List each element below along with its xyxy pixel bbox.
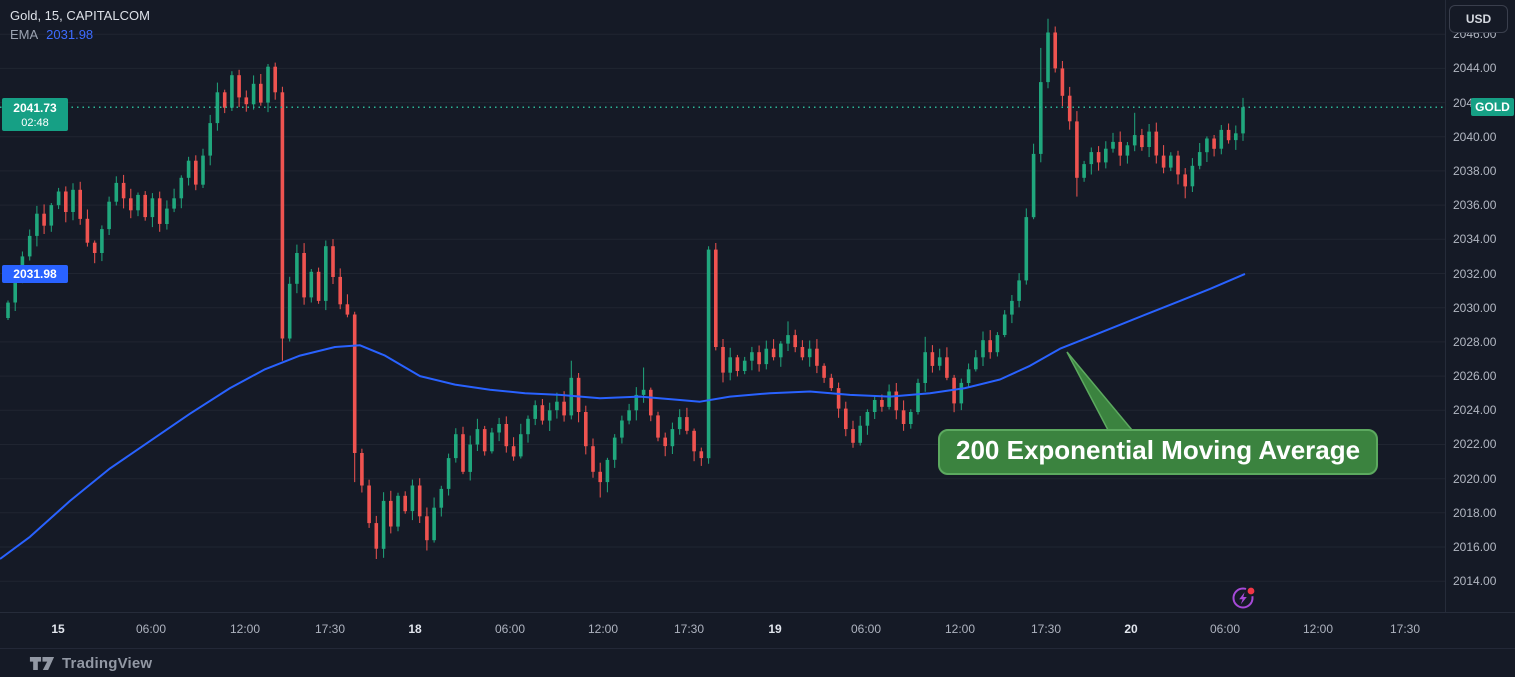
price-tick-label: 2024.00 <box>1453 403 1497 418</box>
symbol-price-flag: GOLD <box>1471 98 1514 117</box>
chart-canvas[interactable] <box>0 0 1445 612</box>
legend-symbol-row[interactable]: Gold, 15, CAPITALCOM <box>10 6 150 25</box>
callout-pointer <box>1066 351 1134 431</box>
price-tick-label: 2026.00 <box>1453 369 1497 384</box>
price-tick-label: 2038.00 <box>1453 163 1497 178</box>
ema-line <box>0 272 1246 560</box>
time-tick-label: 19 <box>768 622 782 636</box>
last-price-value: 2041.73 <box>13 100 57 115</box>
time-tick-label: 18 <box>408 622 422 636</box>
indicator-value: 2031.98 <box>46 27 94 42</box>
symbol-title: Gold, 15, CAPITALCOM <box>10 8 150 23</box>
currency-label: USD <box>1465 12 1492 26</box>
last-price-label: 2041.73 02:48 <box>2 98 68 132</box>
indicator-name: EMA <box>10 27 39 42</box>
time-tick-label: 06:00 <box>494 622 526 636</box>
time-tick-label: 17:30 <box>1389 622 1421 636</box>
chart-legend: Gold, 15, CAPITALCOM EMA 2031.98 <box>10 6 150 44</box>
time-axis[interactable]: 15 06:00 12:00 17:30 18 06:00 12:00 17:30 19 06:0… <box>0 612 1515 649</box>
time-tick-label: 17:30 <box>1030 622 1062 636</box>
currency-toggle-button[interactable]: USD <box>1449 5 1508 33</box>
footer-bar: TradingView <box>0 648 1515 677</box>
time-tick-label: 17:30 <box>673 622 705 636</box>
events-lightning-icon[interactable] <box>1229 583 1257 611</box>
tradingview-logo[interactable]: TradingView <box>29 655 152 672</box>
time-tick-label: 06:00 <box>850 622 882 636</box>
price-tick-label: 2032.00 <box>1453 266 1497 281</box>
price-tick-label: 2044.00 <box>1453 61 1497 76</box>
time-tick-label: 06:00 <box>135 622 167 636</box>
price-tick-label: 2018.00 <box>1453 505 1497 520</box>
ema-annotation-text: 200 Exponential Moving Average <box>956 435 1361 465</box>
tradingview-logo-icon <box>29 657 55 670</box>
chart-plot-area[interactable] <box>0 0 1445 612</box>
time-tick-label: 12:00 <box>1302 622 1334 636</box>
ema-price-label: 2031.98 <box>2 264 68 283</box>
price-tick-label: 2014.00 <box>1453 574 1497 589</box>
time-tick-label: 17:30 <box>314 622 346 636</box>
tradingview-logo-text: TradingView <box>62 655 153 672</box>
price-tick-label: 2040.00 <box>1453 129 1497 144</box>
price-tick-label: 2016.00 <box>1453 540 1497 555</box>
price-tick-label: 2028.00 <box>1453 334 1497 349</box>
time-tick-label: 20 <box>1124 622 1138 636</box>
price-tick-label: 2030.00 <box>1453 300 1497 315</box>
price-tick-label: 2036.00 <box>1453 198 1497 213</box>
price-tick-label: 2020.00 <box>1453 471 1497 486</box>
time-tick-label: 12:00 <box>944 622 976 636</box>
time-tick-label: 06:00 <box>1209 622 1241 636</box>
ema-annotation-callout[interactable]: 200 Exponential Moving Average <box>938 429 1379 475</box>
time-tick-label: 12:00 <box>229 622 261 636</box>
candles-layer <box>6 18 1245 559</box>
time-tick-label: 12:00 <box>587 622 619 636</box>
time-tick-label: 15 <box>51 622 65 636</box>
bar-countdown: 02:48 <box>21 116 49 129</box>
price-tick-label: 2022.00 <box>1453 437 1497 452</box>
legend-indicator-row[interactable]: EMA 2031.98 <box>10 25 150 44</box>
price-tick-label: 2034.00 <box>1453 232 1497 247</box>
